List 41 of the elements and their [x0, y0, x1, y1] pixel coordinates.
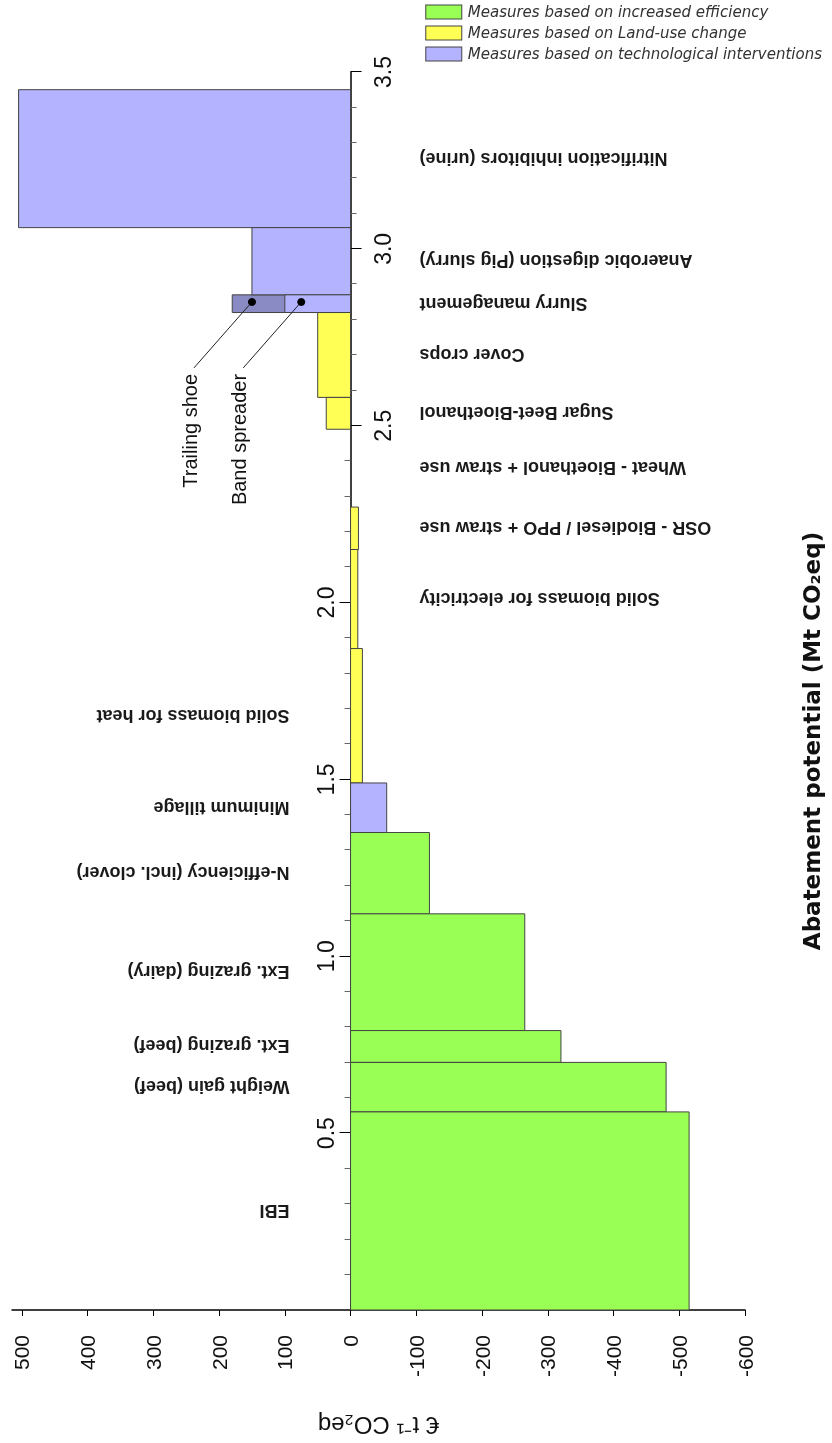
x-axis-title: € t⁻¹ CO₂eq [317, 1411, 440, 1439]
legend-label: Measures based on technological interventions [467, 45, 823, 63]
category-label: Cover crops [419, 344, 525, 365]
x-tick-label: -600 [733, 1335, 757, 1378]
category-label: Weight gain (beef) [133, 1077, 290, 1098]
category-label: Minimum tillage [153, 797, 290, 818]
x-tick-label: -400 [602, 1335, 626, 1378]
y2-tick-label: 3.5 [370, 56, 397, 88]
category-label: Ext. grazing (dairy) [127, 962, 290, 983]
category-label: Nitrification inhibitors (urine) [419, 148, 668, 169]
category-label: Sugar Beet-Bioethanol [419, 403, 614, 424]
annotation: Trailing shoe [178, 373, 201, 488]
category-label: Solid biomass for electricity [419, 589, 660, 610]
x-tick-label: 500 [10, 1335, 34, 1371]
legend-label: Measures based on Land-use change [467, 24, 747, 42]
y-tick-label: 2.0 [313, 586, 340, 619]
x-tick-label: 100 [273, 1335, 297, 1371]
x-tick-label: -300 [536, 1335, 560, 1378]
category-label: Anaerobic digestion (Pig slurry) [419, 251, 693, 272]
category-label: Solid biomass for heat [96, 705, 290, 726]
y-tick-label: 0.5 [313, 1117, 340, 1150]
x-tick-label: -500 [667, 1335, 691, 1378]
category-label: EBI [259, 1200, 290, 1221]
category-label: N-efficiency (incl. clover) [76, 863, 290, 884]
category-label: Wheat - Bioethanol + straw use [419, 458, 687, 479]
y-tick-label: 1.5 [313, 763, 340, 796]
annotation: Band spreader [228, 373, 251, 506]
x-tick-label: -100 [404, 1335, 428, 1378]
y-tick-label: 1.0 [313, 940, 340, 973]
x-tick-label: 400 [76, 1335, 100, 1371]
x-tick-label: -200 [470, 1335, 494, 1378]
x-tick-label: 0 [339, 1335, 363, 1347]
x-tick-label: 200 [207, 1335, 231, 1371]
y2-tick-label: 2.5 [370, 409, 397, 442]
category-label: Ext. grazing (beef) [133, 1036, 290, 1057]
legend-label: Measures based on increased efficiency [467, 3, 770, 21]
x-tick-label: 300 [141, 1335, 165, 1371]
category-label: OSR - Biodiesel / PPO + straw use [419, 518, 712, 539]
y2-tick-label: 3.0 [370, 232, 397, 265]
category-label: Slurry management [419, 293, 588, 314]
y2-axis-title: Abatement potential (Mt CO₂eq) [799, 531, 826, 951]
